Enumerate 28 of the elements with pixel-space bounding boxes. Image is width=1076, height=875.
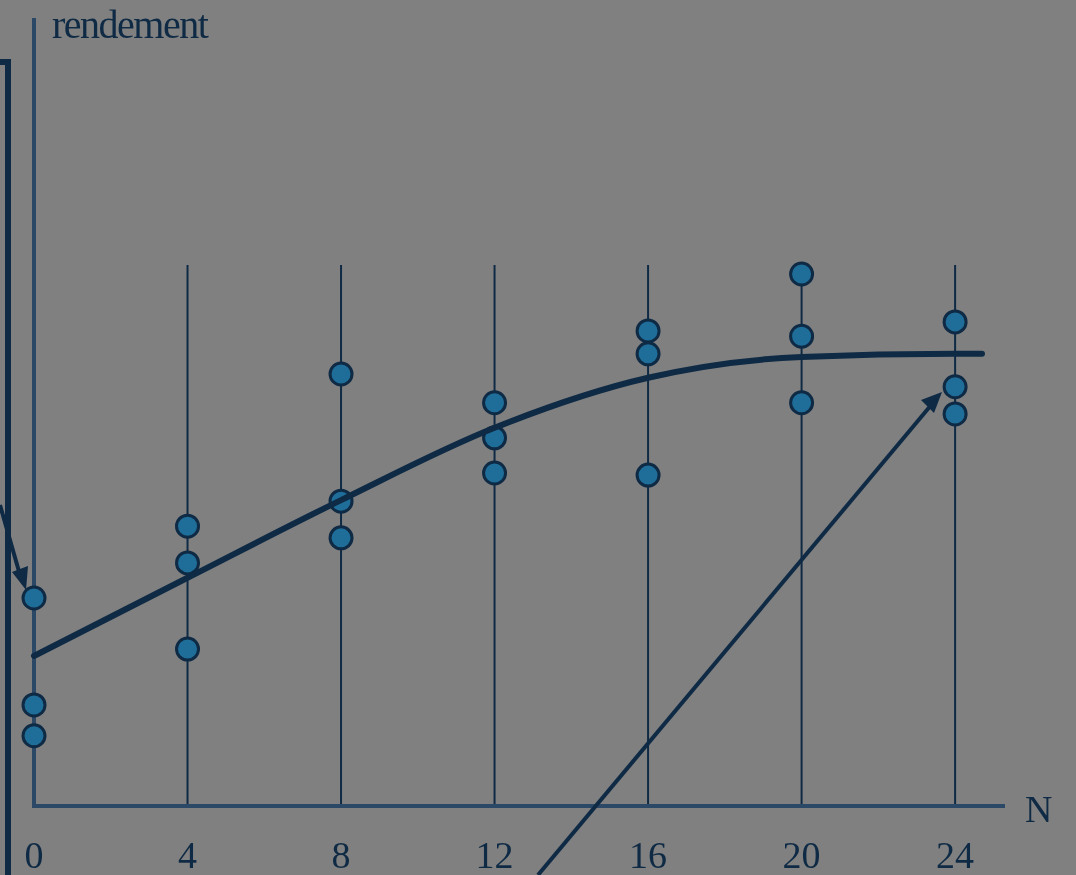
x-tick-label: 24 (936, 834, 975, 875)
point (175, 513, 201, 539)
x-axis-title: N (1025, 788, 1053, 830)
point (328, 525, 354, 551)
point (175, 636, 201, 662)
point (942, 309, 968, 335)
point (482, 390, 508, 416)
point (635, 318, 661, 344)
x-tick-label: 8 (331, 834, 351, 875)
point (635, 462, 661, 488)
x-tick-label: 12 (475, 834, 514, 875)
point (482, 460, 508, 486)
point (789, 261, 815, 287)
x-tick-label: 0 (24, 834, 44, 875)
point (175, 550, 201, 576)
x-tick-label: 16 (629, 834, 668, 875)
point (942, 401, 968, 427)
point (21, 585, 47, 611)
point (21, 723, 47, 749)
point (635, 341, 661, 367)
point (789, 323, 815, 349)
point (328, 361, 354, 387)
point (21, 692, 47, 718)
text: rendement (52, 2, 209, 47)
x-tick-label: 4 (178, 834, 198, 875)
point (942, 374, 968, 400)
x-tick-label: 20 (782, 834, 821, 875)
point (789, 390, 815, 416)
